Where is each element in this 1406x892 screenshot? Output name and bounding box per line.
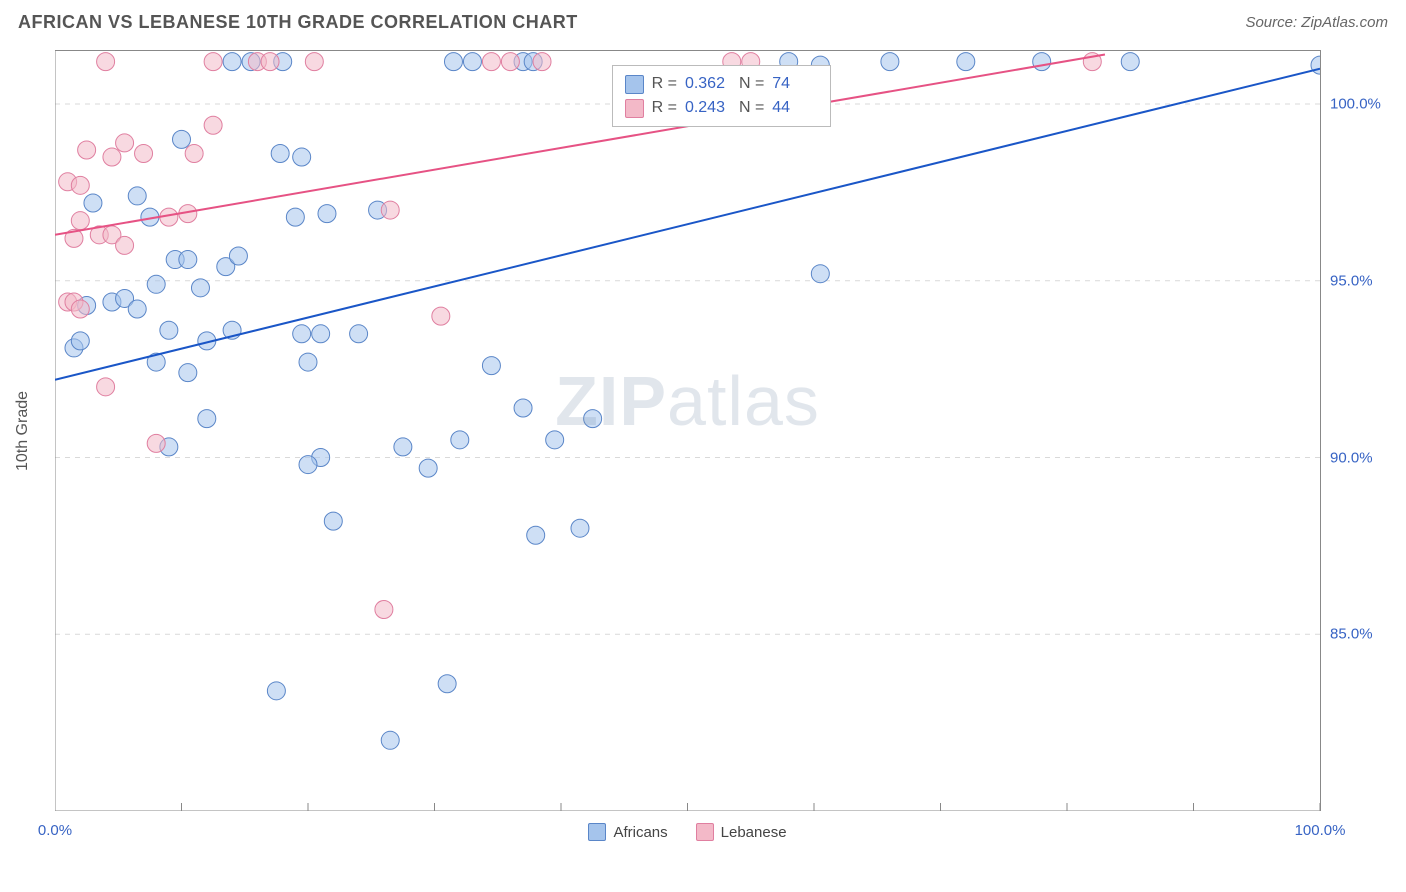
legend-entry: Lebanese (696, 823, 787, 841)
legend-label: Africans (613, 824, 667, 841)
chart-legend: Africans Lebanese (55, 823, 1320, 841)
correlation-info-box: R = 0.362 N = 74 R = 0.243 N = 44 (612, 65, 832, 127)
swatch-icon (625, 99, 644, 118)
x-tick-label: 0.0% (38, 822, 72, 839)
swatch-icon (588, 823, 606, 841)
swatch-icon (696, 823, 714, 841)
source-attribution: Source: ZipAtlas.com (1245, 14, 1388, 31)
chart-title: AFRICAN VS LEBANESE 10TH GRADE CORRELATI… (18, 12, 578, 33)
info-row-lebanese: R = 0.243 N = 44 (625, 96, 819, 120)
scatter-plot-area: 10th Grade ZIPatlas R = 0.362 N = 74 R =… (55, 50, 1321, 811)
y-tick-label: 95.0% (1330, 272, 1390, 289)
info-row-africans: R = 0.362 N = 74 (625, 72, 819, 96)
r-value-lebanese: 0.243 (685, 96, 731, 120)
x-tick-label: 100.0% (1295, 822, 1346, 839)
y-tick-label: 90.0% (1330, 449, 1390, 466)
swatch-icon (625, 75, 644, 94)
n-value-africans: 74 (772, 72, 818, 96)
y-tick-label: 100.0% (1330, 96, 1390, 113)
legend-label: Lebanese (721, 824, 787, 841)
y-tick-label: 85.0% (1330, 626, 1390, 643)
n-value-lebanese: 44 (772, 96, 818, 120)
chart-header: AFRICAN VS LEBANESE 10TH GRADE CORRELATI… (0, 0, 1406, 44)
r-value-africans: 0.362 (685, 72, 731, 96)
legend-entry: Africans (588, 823, 667, 841)
y-axis-title: 10th Grade (14, 391, 32, 471)
